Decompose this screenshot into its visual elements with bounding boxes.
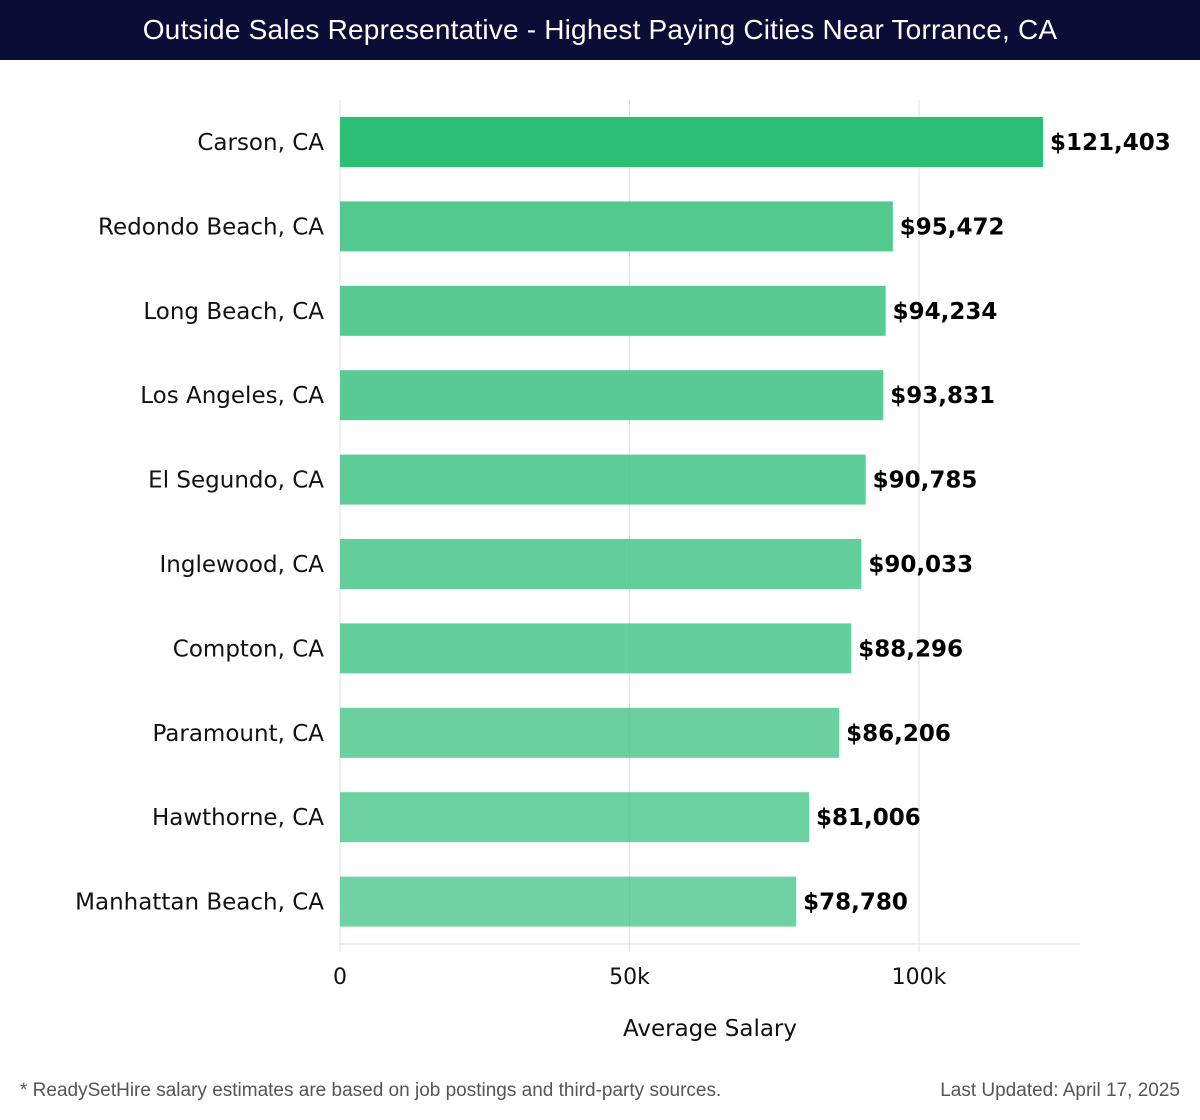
category-label: Inglewood, CA (160, 552, 325, 578)
x-tick-label: 100k (892, 965, 947, 990)
value-label: $93,831 (890, 383, 995, 409)
value-label: $90,785 (873, 468, 978, 494)
chart-title: Outside Sales Representative - Highest P… (0, 0, 1200, 60)
bar (340, 876, 797, 927)
bars (340, 117, 1043, 927)
salary-bar-chart: 0 50k 100k Carson, CA $121,403 Redondo Beach,… (75, 100, 1171, 1042)
bar (340, 707, 840, 758)
category-label: Manhattan Beach, CA (75, 890, 324, 916)
x-tick-label: 0 (333, 965, 347, 990)
bar (340, 117, 1043, 167)
category-label: Los Angeles, CA (140, 383, 324, 409)
category-label: Long Beach, CA (143, 299, 324, 325)
value-label: $88,296 (858, 636, 963, 662)
x-axis-title: Average Salary (623, 1016, 797, 1042)
bar (340, 454, 866, 505)
labels: 0 50k 100k Carson, CA $121,403 Redondo Beach,… (75, 130, 1171, 990)
bar (340, 285, 886, 336)
x-tick-label: 50k (609, 965, 650, 990)
last-updated: Last Updated: April 17, 2025 (940, 1080, 1180, 1101)
category-label: Carson, CA (197, 130, 324, 156)
value-label: $94,234 (893, 299, 998, 325)
value-label: $78,780 (803, 890, 908, 916)
category-label: El Segundo, CA (148, 468, 324, 494)
bar (340, 201, 893, 252)
category-label: Paramount, CA (152, 721, 324, 747)
value-label: $121,403 (1050, 130, 1171, 156)
bar (340, 623, 852, 674)
value-label: $95,472 (900, 214, 1005, 240)
category-label: Hawthorne, CA (152, 805, 324, 831)
value-label: $86,206 (846, 721, 951, 747)
category-label: Compton, CA (173, 636, 324, 662)
bar (340, 792, 810, 843)
bar (340, 370, 884, 421)
category-label: Redondo Beach, CA (98, 214, 324, 240)
footer-note: * ReadySetHire salary estimates are base… (20, 1080, 722, 1101)
bar (340, 539, 862, 589)
value-label: $90,033 (868, 552, 973, 578)
value-label: $81,006 (816, 805, 921, 831)
